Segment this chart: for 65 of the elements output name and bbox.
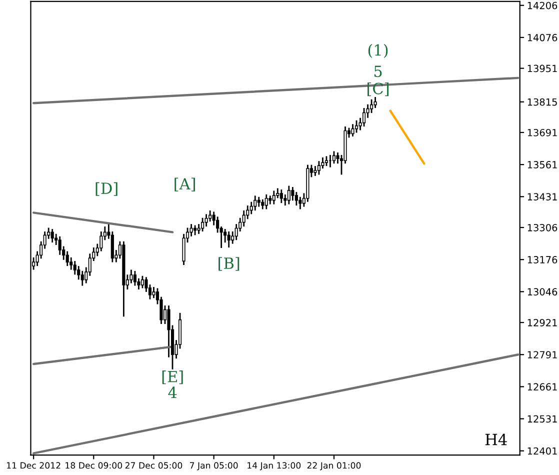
x-tick-label: 7 Jan 05:00 — [190, 462, 238, 470]
candlestick — [133, 270, 136, 286]
candlestick — [272, 190, 276, 205]
candlestick — [294, 191, 298, 206]
y-tick-label: 14076 — [528, 34, 558, 42]
candlestick — [332, 150, 336, 164]
candlestick — [314, 165, 317, 177]
candlestick — [58, 236, 62, 256]
candlestick — [298, 196, 302, 210]
y-tick-label: 13561 — [528, 161, 557, 168]
y-tick-label: 12661 — [528, 383, 557, 391]
y-tick-label: 13951 — [528, 64, 557, 72]
candlestick — [204, 213, 208, 228]
candlestick — [73, 260, 76, 276]
annotation: [C] — [368, 82, 389, 96]
annotation: H4 — [485, 434, 507, 446]
candlestick — [193, 224, 197, 236]
candlestick — [351, 123, 354, 138]
candlestick — [324, 155, 328, 167]
candlestick — [370, 98, 374, 114]
y-tick-label: 13046 — [528, 288, 558, 296]
y-tick-label: 12791 — [528, 351, 557, 358]
candlestick — [100, 230, 103, 252]
x-tick-label: 27 Dec 05:00 — [125, 462, 182, 469]
candlestick — [152, 286, 156, 299]
candlestick — [242, 210, 246, 228]
y-tick-label: 13306 — [528, 224, 558, 232]
x-tick-label: 22 Jan 01:00 — [307, 462, 361, 470]
y-tick-label: 14206 — [528, 2, 558, 10]
candlestick — [354, 120, 358, 134]
y-tick-label: 12401 — [528, 447, 557, 455]
y-tick-label: 12531 — [528, 415, 557, 423]
candlestick — [362, 107, 366, 128]
candlestick — [208, 210, 212, 222]
candlestick — [66, 250, 69, 267]
x-tick-label: 11 Dec 2012 — [7, 462, 60, 469]
candlestick — [254, 194, 257, 212]
candlestick — [291, 186, 294, 202]
annotation: [A] — [174, 178, 195, 192]
y-tick-label: 13691 — [528, 128, 557, 136]
annotation: (1) — [368, 44, 388, 58]
candlestick — [227, 230, 230, 248]
candlestick — [80, 270, 84, 286]
candlestick — [140, 275, 144, 289]
annotation: [D] — [96, 182, 118, 196]
candlestick — [201, 217, 204, 232]
annotation: [B] — [218, 257, 240, 271]
candlestick — [50, 228, 54, 244]
y-tick-label: 13815 — [528, 98, 557, 106]
y-tick-label: 12921 — [528, 318, 557, 326]
x-tick-label: 14 Jan 13:00 — [248, 462, 301, 470]
candlestick — [264, 194, 268, 210]
candlestick — [317, 160, 321, 176]
candlestick — [374, 96, 377, 109]
y-tick-label: 13431 — [528, 193, 557, 200]
annotation: [E] — [162, 370, 183, 384]
y-tick-label: 13176 — [528, 256, 558, 264]
candlestick — [287, 185, 290, 205]
annotation: 5 — [374, 66, 382, 78]
candlestick — [284, 194, 287, 206]
x-tick-label: 18 Dec 09:00 — [66, 462, 122, 469]
candlestick — [257, 196, 260, 208]
annotation: 4 — [168, 386, 177, 398]
candlestick — [261, 198, 264, 210]
candlestick — [280, 188, 283, 204]
